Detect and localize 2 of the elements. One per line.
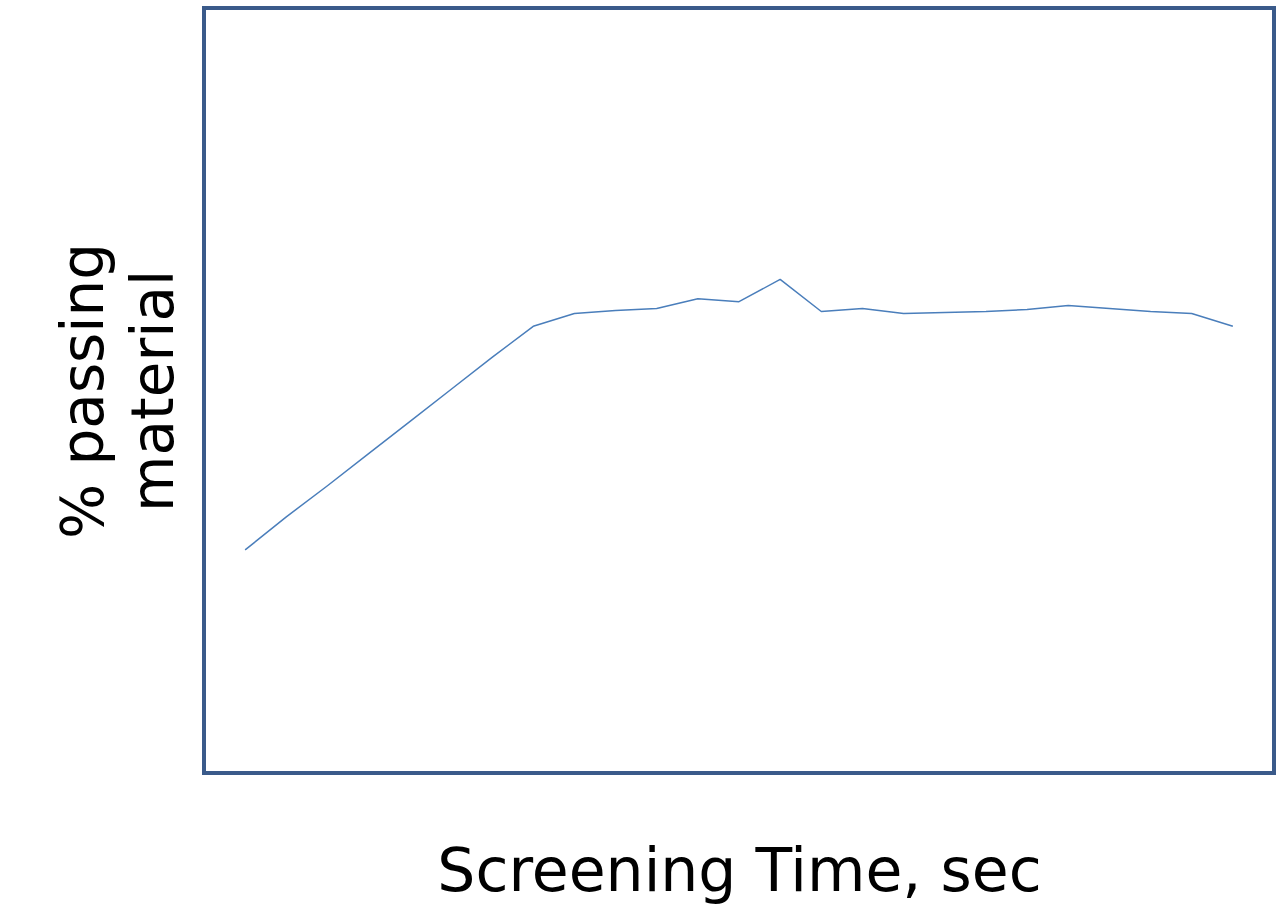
y-axis-title: % passing material <box>48 242 187 540</box>
x-axis-title: Screening Time, sec <box>437 834 1042 905</box>
